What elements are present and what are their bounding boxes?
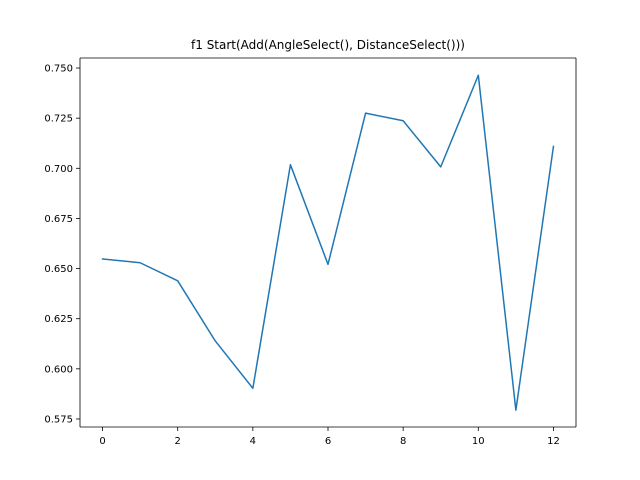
x-tick-label: 6 bbox=[325, 436, 331, 447]
y-tick-label: 0.725 bbox=[44, 114, 73, 125]
y-tick-label: 0.575 bbox=[44, 414, 73, 425]
x-tick-label: 4 bbox=[250, 436, 256, 447]
x-tick-label: 12 bbox=[547, 436, 560, 447]
chart-title: f1 Start(Add(AngleSelect(), DistanceSele… bbox=[191, 38, 465, 52]
y-tick-label: 0.600 bbox=[44, 364, 73, 375]
y-tick-label: 0.650 bbox=[44, 264, 73, 275]
x-tick-label: 2 bbox=[175, 436, 181, 447]
y-tick-label: 0.675 bbox=[44, 214, 73, 225]
y-tick-label: 0.700 bbox=[44, 164, 73, 175]
y-tick-label: 0.750 bbox=[44, 64, 73, 75]
plot-area: 0 2 4 6 8 10 12 0.575 0.600 0.625 0.650 0.675 0.700 0… bbox=[44, 57, 577, 447]
y-tick-label: 0.625 bbox=[44, 314, 73, 325]
x-tick-label: 0 bbox=[99, 436, 105, 447]
series-line bbox=[101, 74, 555, 411]
x-tick-label: 8 bbox=[400, 436, 406, 447]
x-tick-label: 10 bbox=[472, 436, 485, 447]
